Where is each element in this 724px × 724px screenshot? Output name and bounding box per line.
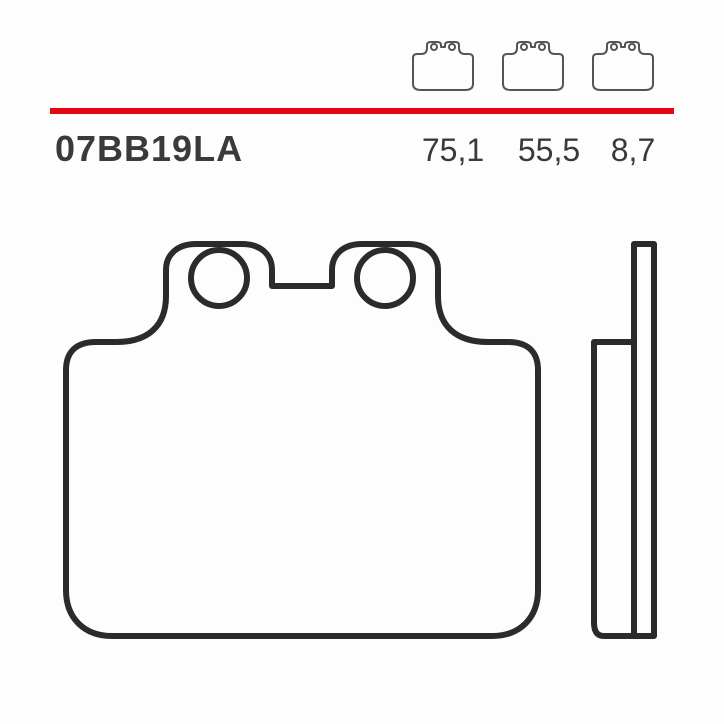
side-pad-outline <box>594 244 654 636</box>
brake-pad-side-icon <box>587 38 659 96</box>
front-pad-hole-left <box>191 250 247 306</box>
brake-pad-front-icon <box>497 38 569 96</box>
divider-red-line <box>50 108 674 114</box>
brake-pad-front-icon <box>407 38 479 96</box>
dimension-width: 75,1 <box>405 132 501 169</box>
header-pad-icons <box>407 38 659 96</box>
front-pad-outline <box>66 244 538 636</box>
dimension-height: 55,5 <box>501 132 597 169</box>
brake-pad-diagram <box>46 230 678 660</box>
part-number: 07BB19LA <box>55 128 243 170</box>
product-spec-canvas: 07BB19LA 75,1 55,5 8,7 <box>0 0 724 724</box>
front-pad-hole-right <box>357 250 413 306</box>
dimensions-group: 75,1 55,5 8,7 <box>405 132 669 169</box>
dimension-thickness: 8,7 <box>597 132 669 169</box>
spec-row: 07BB19LA 75,1 55,5 8,7 <box>55 128 669 170</box>
